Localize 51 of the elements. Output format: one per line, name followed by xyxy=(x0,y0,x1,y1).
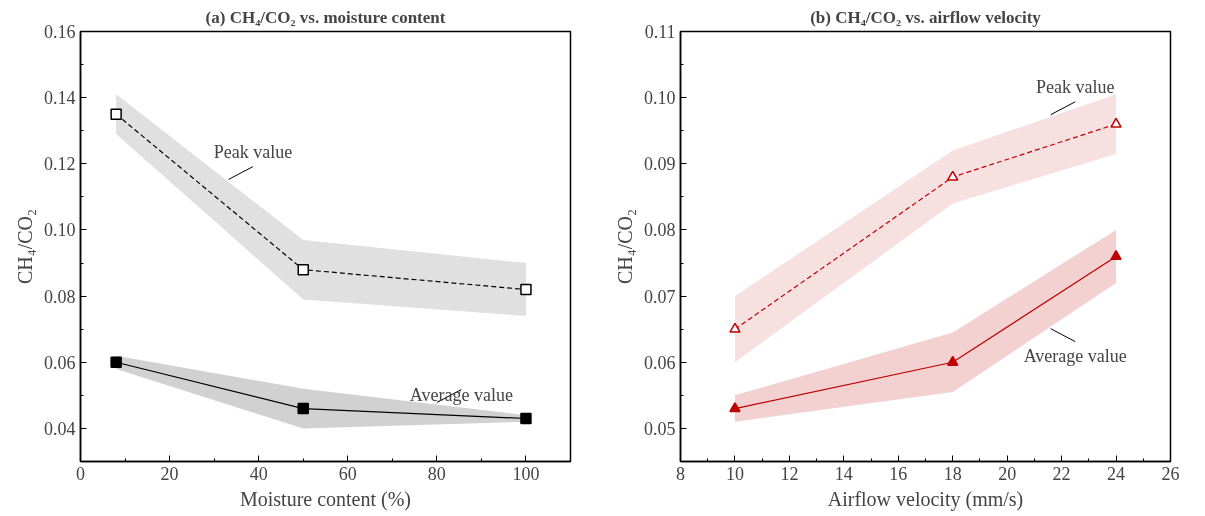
x-tick-label: 60 xyxy=(338,463,357,484)
y-axis-title: CH₄/CO₂ xyxy=(14,208,36,285)
series-label: Average value xyxy=(1023,345,1127,366)
y-tick-label: 0.06 xyxy=(44,352,76,373)
point xyxy=(297,263,309,276)
x-tick-label: 10 xyxy=(725,463,744,484)
series-label: Peak value xyxy=(1035,77,1115,98)
x-tick-label: 22 xyxy=(1052,463,1071,484)
point xyxy=(729,322,741,333)
point xyxy=(520,412,532,425)
point xyxy=(1110,117,1122,128)
y-tick-label: 0.04 xyxy=(44,418,76,439)
y-tick-label: 0.16 xyxy=(44,22,76,42)
x-tick-label: 0 xyxy=(76,463,85,484)
chart-title: (b) CH₄/CO₂ vs. airflow velocity xyxy=(810,7,1042,27)
series-label: Peak value xyxy=(213,142,293,163)
x-tick-label: 16 xyxy=(889,463,908,484)
y-tick-label: 0.10 xyxy=(644,88,676,109)
x-axis-title: Moisture content (%) xyxy=(239,487,412,511)
x-tick-label: 20 xyxy=(160,463,179,484)
y-tick-label: 0.09 xyxy=(644,154,676,175)
y-axis-title: CH₄/CO₂ xyxy=(614,208,636,285)
x-tick-label: 12 xyxy=(780,463,799,484)
point xyxy=(297,402,309,415)
y-tick-label: 0.11 xyxy=(644,22,676,42)
x-axis-title: Airflow velocity (mm/s) xyxy=(827,487,1024,511)
x-tick-label: 40 xyxy=(249,463,268,484)
x-tick-label: 26 xyxy=(1161,463,1180,484)
y-tick-label: 0.12 xyxy=(44,154,76,175)
y-tick-label: 0.06 xyxy=(644,352,676,373)
x-tick-label: 14 xyxy=(834,463,853,484)
point xyxy=(946,355,959,366)
y-tick-label: 0.14 xyxy=(44,88,76,109)
y-tick-label: 0.08 xyxy=(644,220,676,241)
y-tick-label: 0.08 xyxy=(44,286,76,307)
x-tick-label: 80 xyxy=(427,463,446,484)
point xyxy=(1110,249,1122,261)
y-tick-label: 0.05 xyxy=(644,418,676,439)
point xyxy=(110,356,122,369)
x-tick-label: 100 xyxy=(512,463,540,484)
point xyxy=(729,402,741,413)
y-tick-label: 0.10 xyxy=(44,220,76,241)
point xyxy=(110,108,122,120)
x-tick-label: 24 xyxy=(1107,463,1126,484)
x-tick-label: 8 xyxy=(676,463,685,484)
y-tick-label: 0.07 xyxy=(644,286,676,307)
x-tick-label: 20 xyxy=(998,463,1017,484)
x-tick-label: 18 xyxy=(943,463,962,484)
point xyxy=(520,283,532,296)
chart-title: (a) CH₄/CO₂ vs. moisture content xyxy=(205,7,446,27)
point xyxy=(946,170,959,181)
